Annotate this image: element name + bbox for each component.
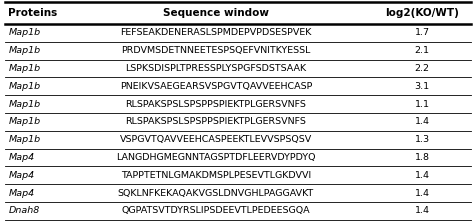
Text: FEFSEAKDENERASLSPMDEPVPDSESPVEK: FEFSEAKDENERASLSPMDEPVPDSESPVEK	[120, 28, 311, 37]
Text: Dnah8: Dnah8	[9, 206, 40, 215]
Text: Proteins: Proteins	[9, 8, 58, 18]
Text: RLSPAKSPSLSPSPPSPIEKTPLGERSVNFS: RLSPAKSPSLSPSPPSPIEKTPLGERSVNFS	[125, 100, 306, 109]
Text: 1.4: 1.4	[415, 188, 430, 198]
Text: 1.7: 1.7	[415, 28, 430, 37]
Text: Map4: Map4	[9, 188, 35, 198]
Text: 2.1: 2.1	[415, 46, 430, 55]
Text: 1.4: 1.4	[415, 171, 430, 180]
Text: 2.2: 2.2	[415, 64, 430, 73]
Text: Map4: Map4	[9, 153, 35, 162]
Text: Map1b: Map1b	[9, 100, 40, 109]
Text: 1.1: 1.1	[415, 100, 430, 109]
Text: LANGDHGMEGNNTAGSPTDFLEERVDYPDYQ: LANGDHGMEGNNTAGSPTDFLEERVDYPDYQ	[116, 153, 316, 162]
Text: LSPKSDISPLTPRESSPLYSPGFSDSTSAAK: LSPKSDISPLTPRESSPLYSPGFSDSTSAAK	[125, 64, 307, 73]
Text: 1.8: 1.8	[415, 153, 430, 162]
Text: 1.3: 1.3	[415, 135, 430, 144]
Text: Map1b: Map1b	[9, 117, 40, 126]
Text: Map4: Map4	[9, 171, 35, 180]
Text: Map1b: Map1b	[9, 28, 40, 37]
Text: VSPGVTQAVVEEHCASPEEKTLEVVSPSQSV: VSPGVTQAVVEEHCASPEEKTLEVVSPSQSV	[120, 135, 312, 144]
Text: SQKLNFKEKAQAKVGSLDNVGHLPAGGAVKT: SQKLNFKEKAQAKVGSLDNVGHLPAGGAVKT	[118, 188, 314, 198]
Text: Sequence window: Sequence window	[163, 8, 269, 18]
Text: 3.1: 3.1	[415, 82, 430, 91]
Text: 1.4: 1.4	[415, 206, 430, 215]
Text: PRDVMSDETNNEETESPSQEFVNITKYESSL: PRDVMSDETNNEETESPSQEFVNITKYESSL	[121, 46, 310, 55]
Text: Map1b: Map1b	[9, 64, 40, 73]
Text: Map1b: Map1b	[9, 46, 40, 55]
Text: TAPPTETNLGMAKDMSPLPESEVTLGKDVVI: TAPPTETNLGMAKDMSPLPESEVTLGKDVVI	[121, 171, 311, 180]
Text: 1.4: 1.4	[415, 117, 430, 126]
Text: RLSPAKSPSLSPSPPSPIEKTPLGERSVNFS: RLSPAKSPSLSPSPPSPIEKTPLGERSVNFS	[125, 117, 306, 126]
Text: PNEIKVSAEGEARSVSPGVTQAVVEEHCASP: PNEIKVSAEGEARSVSPGVTQAVVEEHCASP	[119, 82, 312, 91]
Text: log2(KO/WT): log2(KO/WT)	[386, 8, 459, 18]
Text: Map1b: Map1b	[9, 135, 40, 144]
Text: QGPATSVTDYRSLIPSDEEVTLPEDEESGQA: QGPATSVTDYRSLIPSDEEVTLPEDEESGQA	[121, 206, 310, 215]
Text: Map1b: Map1b	[9, 82, 40, 91]
